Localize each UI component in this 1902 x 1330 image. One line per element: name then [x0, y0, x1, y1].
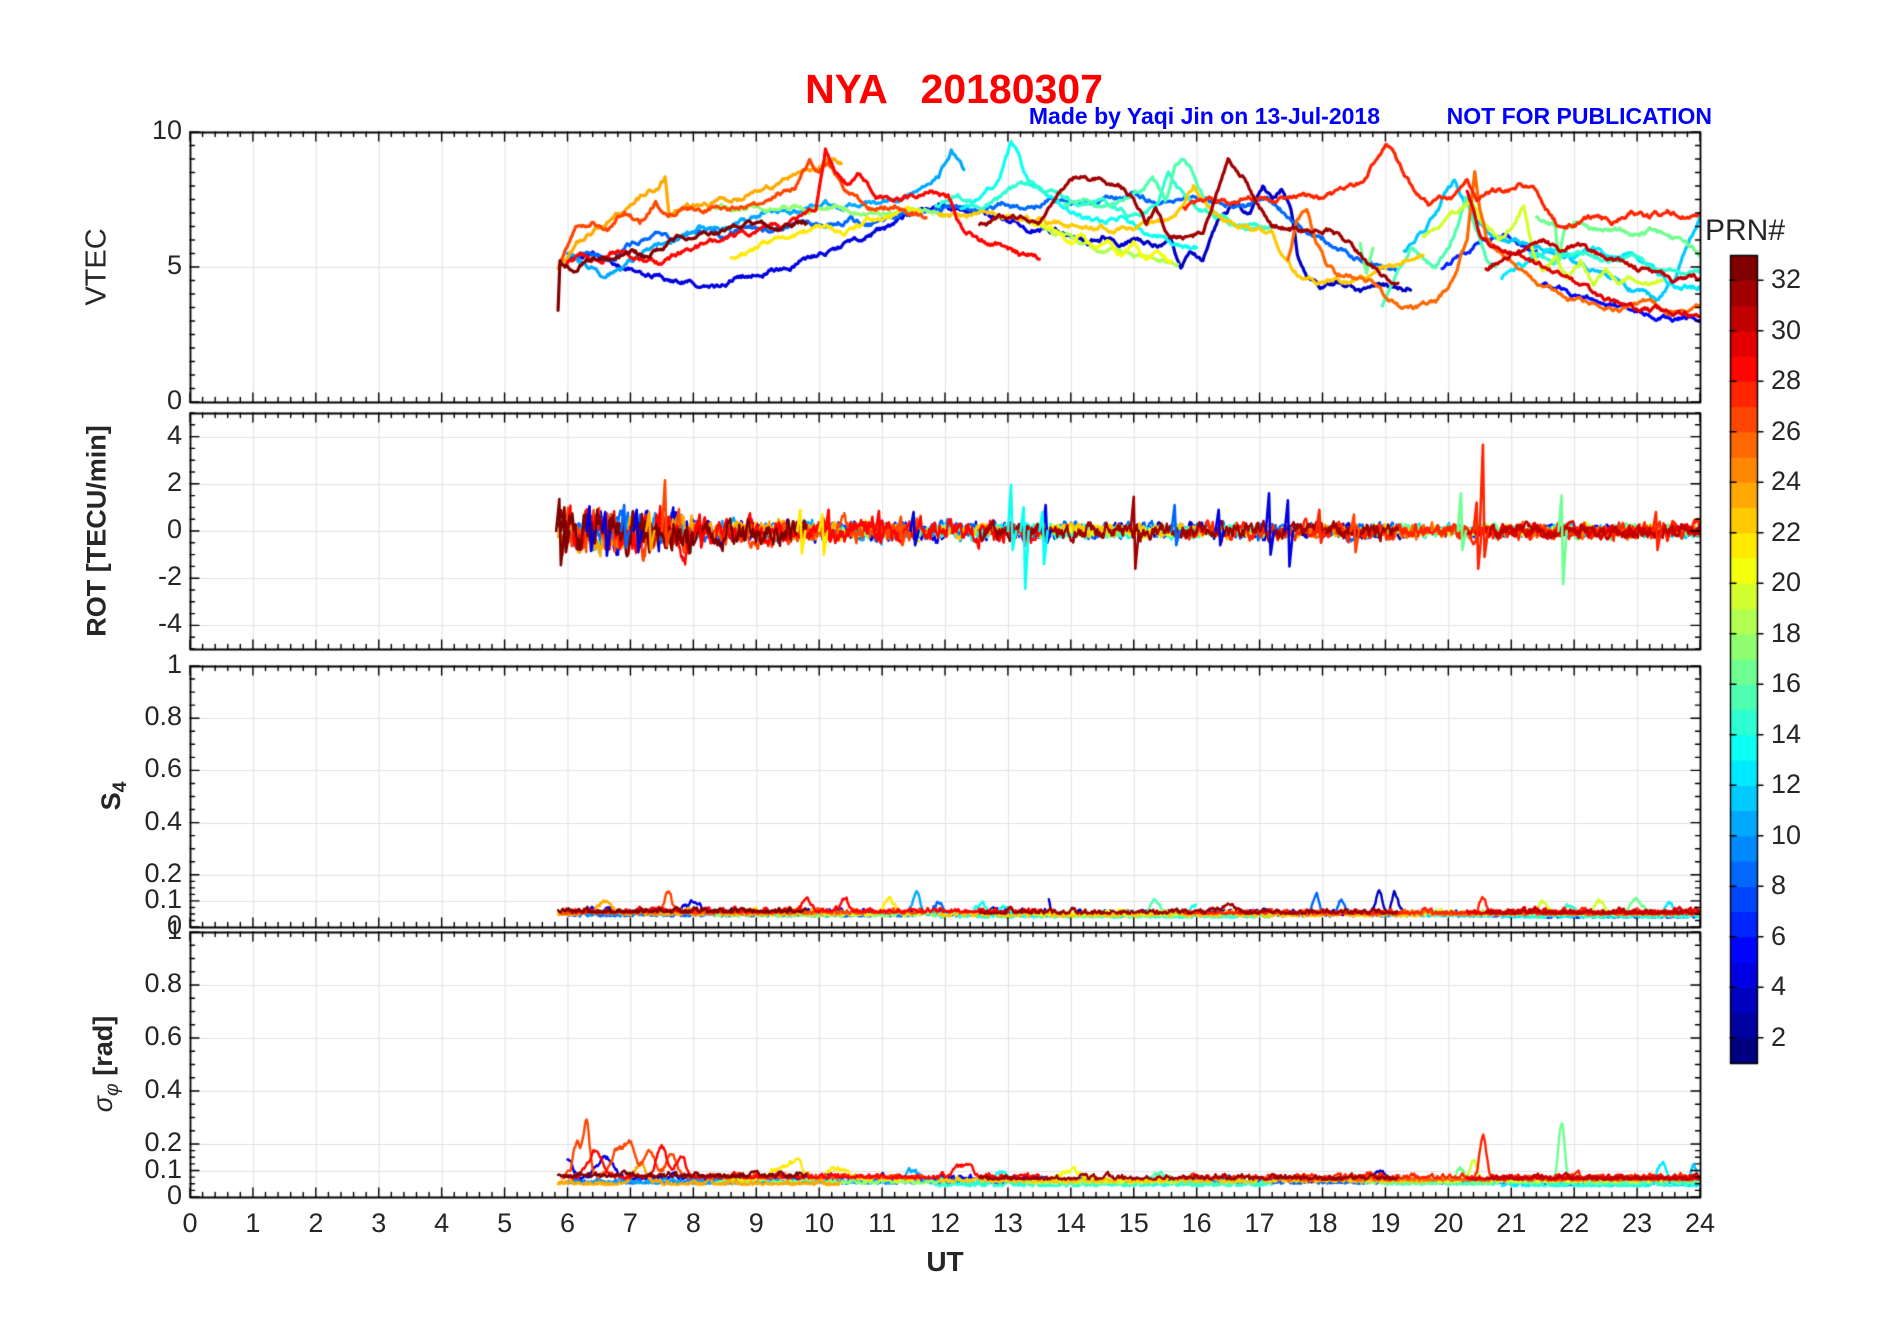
colorbar-tick-label: 6	[1771, 920, 1787, 951]
x-tick-label: 1	[245, 1208, 261, 1238]
x-tick-label: 12	[929, 1208, 961, 1238]
colorbar-tick-label: 22	[1771, 516, 1802, 547]
y-tick-label: 0.4	[144, 1074, 182, 1104]
colorbar-tick-label: 14	[1771, 718, 1802, 749]
x-tick-label: 9	[748, 1208, 764, 1238]
colorbar-tick-label: 2	[1771, 1021, 1787, 1052]
y-tick-label: 0.8	[144, 701, 182, 732]
x-tick-label: 11	[868, 1208, 897, 1238]
x-tick-label: 17	[1244, 1208, 1275, 1238]
figure-title: NYA 20180307	[805, 66, 1103, 112]
x-tick-label: 16	[1181, 1208, 1212, 1238]
x-tick-label: 18	[1307, 1208, 1338, 1238]
y-tick-label: 0.2	[144, 857, 182, 888]
y-tick-label: 0.8	[144, 968, 182, 998]
colorbar-tick-label: 20	[1771, 567, 1802, 598]
y-tick-label: 4	[166, 419, 182, 450]
y-tick-label: -4	[157, 608, 182, 639]
y-tick-label: 2	[166, 466, 182, 497]
y-tick-label: 10	[151, 115, 182, 145]
x-tick-label: 3	[371, 1208, 387, 1238]
y-tick-label: 0.6	[144, 1021, 182, 1051]
x-tick-label: 14	[1055, 1208, 1086, 1238]
colorbar-tick-label: 24	[1771, 466, 1802, 497]
x-tick-label: 7	[622, 1208, 638, 1238]
colorbar-tick-label: 26	[1771, 415, 1802, 446]
x-tick-label: 4	[434, 1208, 450, 1238]
colorbar-tick-label: 18	[1771, 617, 1802, 648]
y-tick-label: 0	[166, 514, 182, 544]
y-tick-label: 0.1	[144, 883, 182, 914]
x-tick-label: 10	[804, 1208, 835, 1238]
x-tick-label: 6	[559, 1208, 576, 1238]
x-tick-label: 20	[1433, 1208, 1464, 1238]
y-tick-label: 5	[166, 250, 182, 280]
colorbar-tick-label: 28	[1771, 365, 1802, 396]
y-tick-label: 0	[166, 910, 182, 940]
colorbar-tick-label: 16	[1771, 668, 1802, 699]
xlabel: UT	[926, 1246, 964, 1277]
colorbar-tick-label: 10	[1771, 819, 1802, 850]
colorbar-tick-label: 12	[1771, 769, 1802, 800]
y-tick-label: 0	[166, 1180, 182, 1210]
x-tick-label: 15	[1118, 1208, 1149, 1238]
x-tick-label: 5	[497, 1208, 513, 1238]
y-tick-label: 1	[166, 915, 182, 945]
colorbar-tick-label: 32	[1771, 264, 1802, 295]
y-tick-label: 0.4	[144, 805, 182, 836]
x-tick-label: 19	[1370, 1208, 1401, 1238]
y-tick-label: 0.1	[144, 1153, 182, 1184]
x-tick-label: 0	[182, 1208, 198, 1238]
colorbar-tick-label: 4	[1771, 971, 1787, 1002]
y-tick-label: -2	[157, 561, 182, 592]
y-tick-label: 0.2	[144, 1127, 182, 1157]
colorbar-tick-label: 8	[1771, 870, 1787, 901]
x-tick-label: 23	[1622, 1208, 1653, 1238]
x-tick-label: 22	[1559, 1208, 1590, 1238]
x-tick-label: 2	[308, 1208, 324, 1238]
x-tick-label: 24	[1684, 1208, 1716, 1238]
y-tick-label: 0.6	[144, 753, 182, 784]
x-tick-label: 13	[992, 1208, 1023, 1238]
y-tick-label: 1	[166, 649, 182, 679]
colorbar-title: PRN#	[1704, 214, 1786, 247]
x-tick-label: 8	[685, 1208, 701, 1238]
warning-text: NOT FOR PUBLICATION	[1446, 103, 1712, 129]
colorbar-tick-label: 30	[1771, 314, 1802, 345]
x-tick-label: 21	[1496, 1208, 1527, 1238]
y-tick-label: 0	[166, 385, 182, 415]
credit-text: Made by Yaqi Jin on 13-Jul-2018	[1028, 103, 1380, 129]
